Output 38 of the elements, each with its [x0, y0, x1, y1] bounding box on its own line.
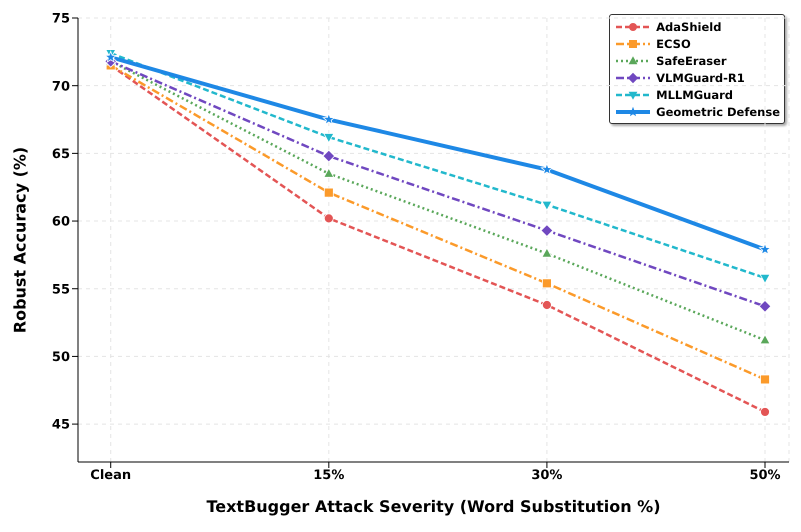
x-tick-label: 50% — [749, 468, 781, 484]
point — [759, 243, 771, 255]
legend-label: ECSO — [656, 36, 691, 50]
legend-label: MLLMGuard — [656, 88, 733, 102]
y-axis-title: Robust Accuracy (%) — [10, 146, 30, 334]
point — [323, 168, 334, 178]
point — [323, 133, 334, 143]
legend-label: VLMGuard-R1 — [656, 70, 745, 84]
point — [540, 163, 553, 175]
point — [322, 150, 336, 162]
point — [324, 188, 334, 198]
y-tick-label: 55 — [52, 282, 70, 298]
x-tick-label: 30% — [531, 468, 562, 484]
x-tick-label: Clean — [90, 468, 132, 484]
point — [760, 334, 770, 344]
point — [542, 278, 552, 288]
legend-label: AdaShield — [656, 20, 722, 34]
point — [760, 374, 770, 384]
point — [760, 407, 770, 417]
x-axis-title: TextBugger Attack Severity (Word Substitution %) — [206, 497, 661, 516]
legend-label: SafeEraser — [656, 54, 727, 68]
point — [758, 300, 772, 313]
x-tick-label: 15% — [313, 468, 344, 484]
point — [322, 113, 335, 125]
point — [104, 51, 117, 62]
y-tick-label: 60 — [52, 214, 70, 230]
point — [542, 200, 552, 211]
point — [540, 224, 554, 237]
point — [542, 248, 552, 258]
legend-label: Geometric Defense — [656, 104, 780, 118]
y-tick-label: 65 — [52, 146, 70, 162]
y-tick-label: 45 — [52, 418, 70, 433]
point — [760, 274, 770, 284]
y-tick-label: 70 — [52, 79, 70, 94]
point — [542, 300, 552, 310]
y-tick-label: 75 — [52, 12, 70, 27]
point — [324, 213, 334, 224]
y-tick-label: 50 — [52, 350, 70, 366]
